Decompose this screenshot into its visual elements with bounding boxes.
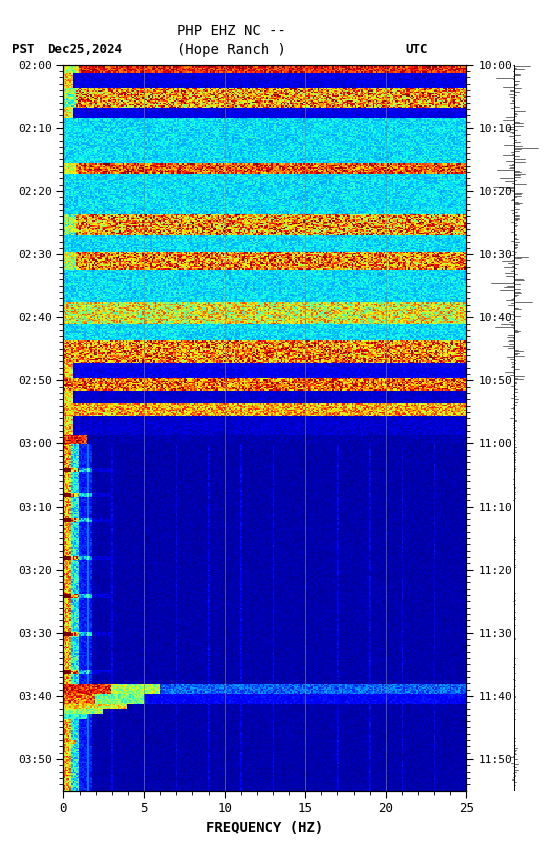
Text: PST: PST (12, 43, 35, 56)
Text: PHP EHZ NC --: PHP EHZ NC -- (177, 24, 286, 38)
X-axis label: FREQUENCY (HZ): FREQUENCY (HZ) (206, 821, 323, 835)
Text: Dec25,2024: Dec25,2024 (47, 43, 122, 56)
Text: (Hope Ranch ): (Hope Ranch ) (177, 43, 286, 57)
Text: UTC: UTC (406, 43, 428, 56)
